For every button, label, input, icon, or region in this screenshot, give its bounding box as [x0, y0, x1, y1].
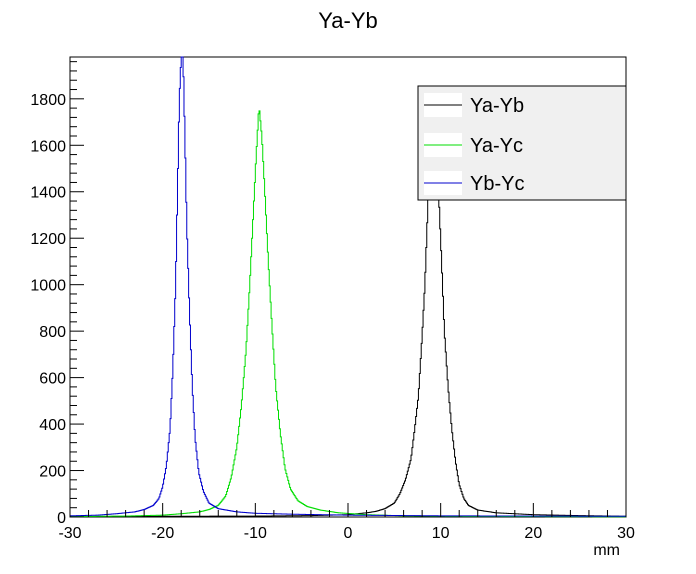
chart-title: Ya-Yb [318, 8, 378, 33]
y-tick-label: 1000 [30, 278, 66, 295]
x-tick-label: -30 [58, 525, 81, 542]
legend-label: Yb-Yc [470, 173, 524, 195]
x-tick-label: 10 [432, 525, 450, 542]
x-tick-label: -10 [244, 525, 267, 542]
x-axis-label: mm [593, 542, 620, 559]
y-tick-label: 1600 [30, 138, 66, 155]
x-tick-label: -20 [151, 525, 174, 542]
x-tick-label: 0 [344, 525, 353, 542]
y-tick-label: 1200 [30, 231, 66, 248]
y-tick-label: 0 [57, 510, 66, 527]
y-tick-label: 600 [39, 371, 66, 388]
y-tick-label: 1400 [30, 185, 66, 202]
axis-layer: -30 -20 -10 0 10 20 30 0 200 400 600 800 1000 1200 140… [30, 61, 635, 542]
x-tick-label: 20 [524, 525, 542, 542]
series-line-yb-yc [70, 56, 626, 517]
x-tick-label: 30 [617, 525, 635, 542]
y-tick-label: 800 [39, 324, 66, 341]
y-tick-label: 200 [39, 464, 66, 481]
legend-label: Ya-Yb [470, 95, 524, 117]
y-tick-label: 1800 [30, 92, 66, 109]
y-tick-label: 400 [39, 417, 66, 434]
legend-label: Ya-Yc [470, 135, 523, 157]
legend: Ya-Yb Ya-Yc Yb-Yc [417, 85, 627, 201]
